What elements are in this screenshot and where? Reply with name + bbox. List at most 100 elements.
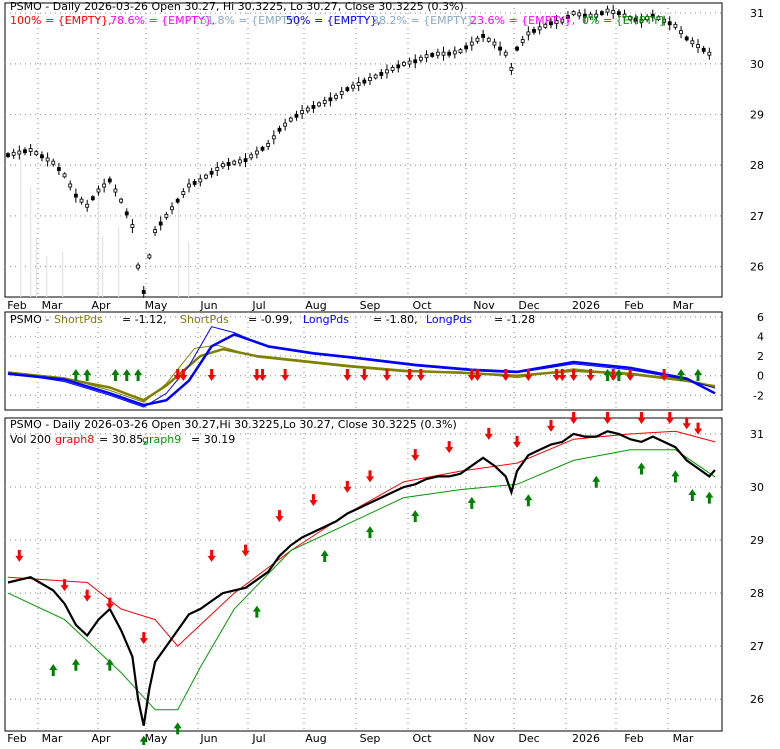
price-bar-body <box>113 188 118 193</box>
x-tick-label: Jun <box>199 299 217 312</box>
x-tick-label: Aug <box>305 299 326 312</box>
price-bar-body <box>650 13 655 18</box>
down-arrow-icon <box>207 369 216 381</box>
down-arrow-icon <box>569 411 578 424</box>
price-bar-body <box>40 154 44 159</box>
price-bar-body <box>667 21 672 26</box>
price-bar-body <box>701 47 706 52</box>
up-arrow-icon <box>173 722 182 735</box>
x-tick-label: Aug <box>305 732 326 745</box>
price-bar-body <box>390 66 395 71</box>
x-tick-label: Sep <box>360 299 381 312</box>
price-bar-body <box>549 21 553 26</box>
down-arrow-icon <box>83 589 92 602</box>
down-arrow-icon <box>416 369 425 381</box>
up-arrow-icon <box>467 496 476 509</box>
y-tick-label: 28 <box>750 587 764 600</box>
down-arrow-icon <box>484 427 493 440</box>
price-bar-body <box>124 211 129 216</box>
price-bar-body <box>418 56 423 61</box>
price-bar-body <box>679 30 683 35</box>
lower-legend-entry: Vol 200 <box>10 433 51 446</box>
price-bar-body <box>57 167 61 171</box>
price-bar-body <box>136 264 140 269</box>
price-bar-body <box>311 105 316 109</box>
fib-legend-entry: 78.6% = {EMPTY}, <box>110 14 215 27</box>
y-tick-label: 29 <box>750 534 764 547</box>
x-tick-label: 2026 <box>572 299 600 312</box>
price-bar-body <box>305 107 310 112</box>
price-bar-body <box>368 77 372 81</box>
price-bar-body <box>266 143 271 147</box>
price-bar-body <box>170 206 174 211</box>
down-arrow-icon <box>360 369 369 381</box>
price-bar-body <box>616 11 621 16</box>
down-arrow-icon <box>552 369 561 381</box>
indicator-legend-entry: = -1.28 <box>494 313 535 326</box>
fib-legend-entry: 23.6% = {EMPTY}, <box>470 14 575 27</box>
price-bar-body <box>526 31 531 36</box>
down-arrow-icon <box>382 369 391 381</box>
down-arrow-icon <box>241 544 250 557</box>
price-bar-body <box>339 91 344 95</box>
price-bar-body <box>243 158 248 163</box>
down-arrow-icon <box>467 369 476 381</box>
x-tick-label: Feb <box>624 732 643 745</box>
price-bar-body <box>271 135 276 140</box>
up-arrow-icon <box>122 369 131 381</box>
up-arrow-icon <box>105 658 114 671</box>
price-bar-body <box>294 113 299 118</box>
price-bar-body <box>447 51 452 56</box>
price-bar-body <box>662 18 666 23</box>
x-tick-label: Nov <box>473 732 495 745</box>
price-bar-body <box>51 160 56 165</box>
indicator-legend-entry: ShortPds <box>180 313 229 326</box>
price-bar-body <box>249 154 254 159</box>
price-bar-body <box>622 13 627 18</box>
price-bar-body <box>34 151 39 156</box>
indicator-line-longpds-2 <box>7 333 716 407</box>
up-arrow-icon <box>252 605 261 618</box>
price-bar-body <box>79 198 84 203</box>
volume-bar <box>102 237 104 297</box>
price-bar-body <box>413 59 418 64</box>
y-tick-label: 31 <box>750 428 764 441</box>
up-arrow-icon <box>592 475 601 488</box>
down-arrow-icon <box>252 369 261 381</box>
price-bar-body <box>492 41 497 46</box>
price-bar-body <box>656 16 661 21</box>
price-bar-body <box>435 51 440 56</box>
indicator-legend-entry: PSMO - <box>10 313 49 326</box>
price-bar-body <box>577 12 582 17</box>
down-arrow-icon <box>411 449 420 462</box>
x-tick-label: Mar <box>42 299 63 312</box>
y-tick-label: 26 <box>750 261 764 274</box>
down-arrow-icon <box>558 369 567 381</box>
price-bar-body <box>503 51 508 56</box>
price-bar-body <box>430 53 435 57</box>
up-arrow-icon <box>71 658 80 671</box>
x-tick-label: Feb <box>7 732 26 745</box>
price-bar-body <box>254 150 259 155</box>
price-bar-body <box>96 188 101 193</box>
price-bar-body <box>481 34 486 38</box>
up-arrow-icon <box>677 369 686 381</box>
down-arrow-icon <box>473 369 482 381</box>
price-bar-body <box>684 36 689 41</box>
lower-legend-entry: = 30.85, <box>99 433 147 446</box>
price-bar-body <box>633 17 638 22</box>
price-bar-body <box>107 178 112 183</box>
price-bar-body <box>232 160 237 165</box>
x-tick-label: Oct <box>412 299 432 312</box>
price-bar-body <box>520 39 525 43</box>
down-arrow-icon <box>179 369 188 381</box>
price-bar-body <box>566 15 570 19</box>
price-bar-body <box>515 46 519 51</box>
price-bar-body <box>102 183 107 188</box>
price-bar-body <box>119 198 124 203</box>
price-bar-body <box>639 18 644 23</box>
down-arrow-icon <box>501 369 510 381</box>
y-tick-label: 6 <box>757 311 764 324</box>
up-arrow-icon <box>71 369 80 381</box>
